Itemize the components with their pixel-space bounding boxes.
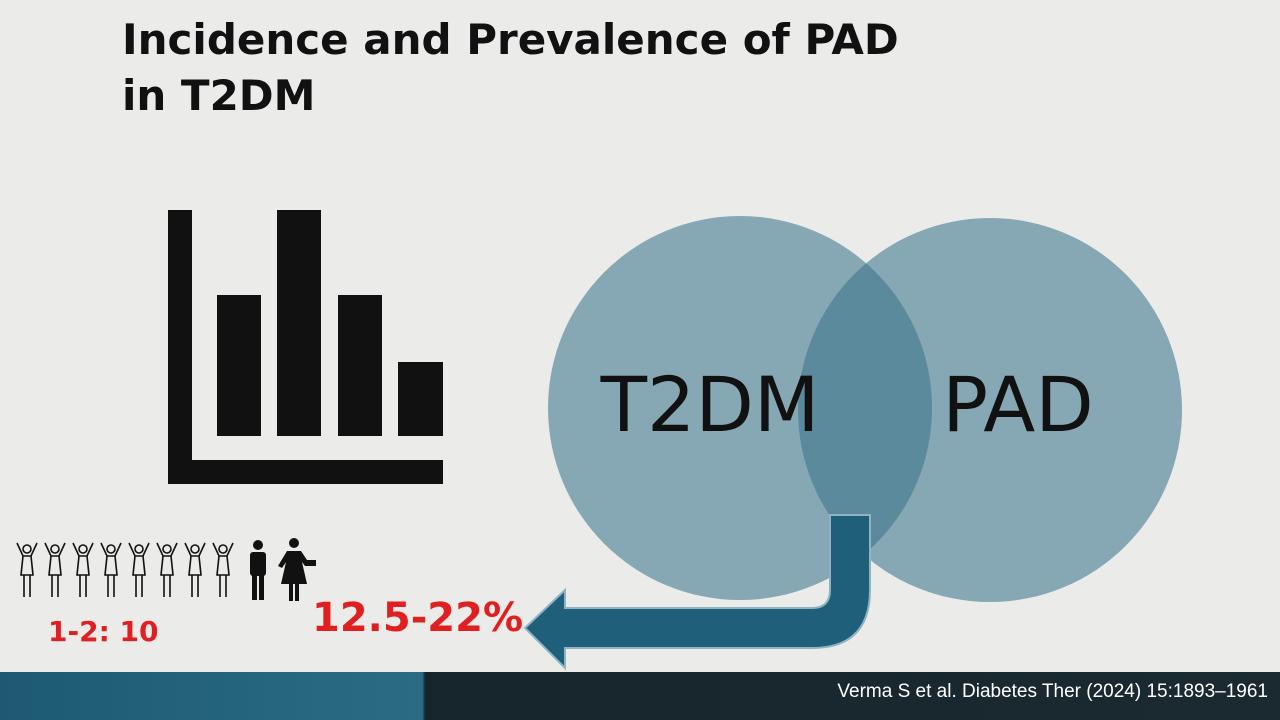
venn-diagram: T2DM PAD [548, 216, 1182, 602]
arrow [523, 514, 871, 671]
venn-label: T2DM [600, 360, 820, 449]
venn-overlap [798, 218, 932, 600]
citation: Verma S et al. Diabetes Ther (2024) 15:1… [837, 681, 1268, 702]
bar-chart-icon [168, 210, 443, 484]
ratio-text: 1-2: 10 [48, 615, 159, 648]
people-icons [16, 538, 316, 601]
prevalence-text: 12.5-22% [312, 595, 523, 641]
footer-bar [0, 672, 1280, 720]
venn-label: PAD [942, 360, 1093, 449]
slide-title: Incidence and Prevalence of PAD in T2DM [122, 15, 899, 120]
